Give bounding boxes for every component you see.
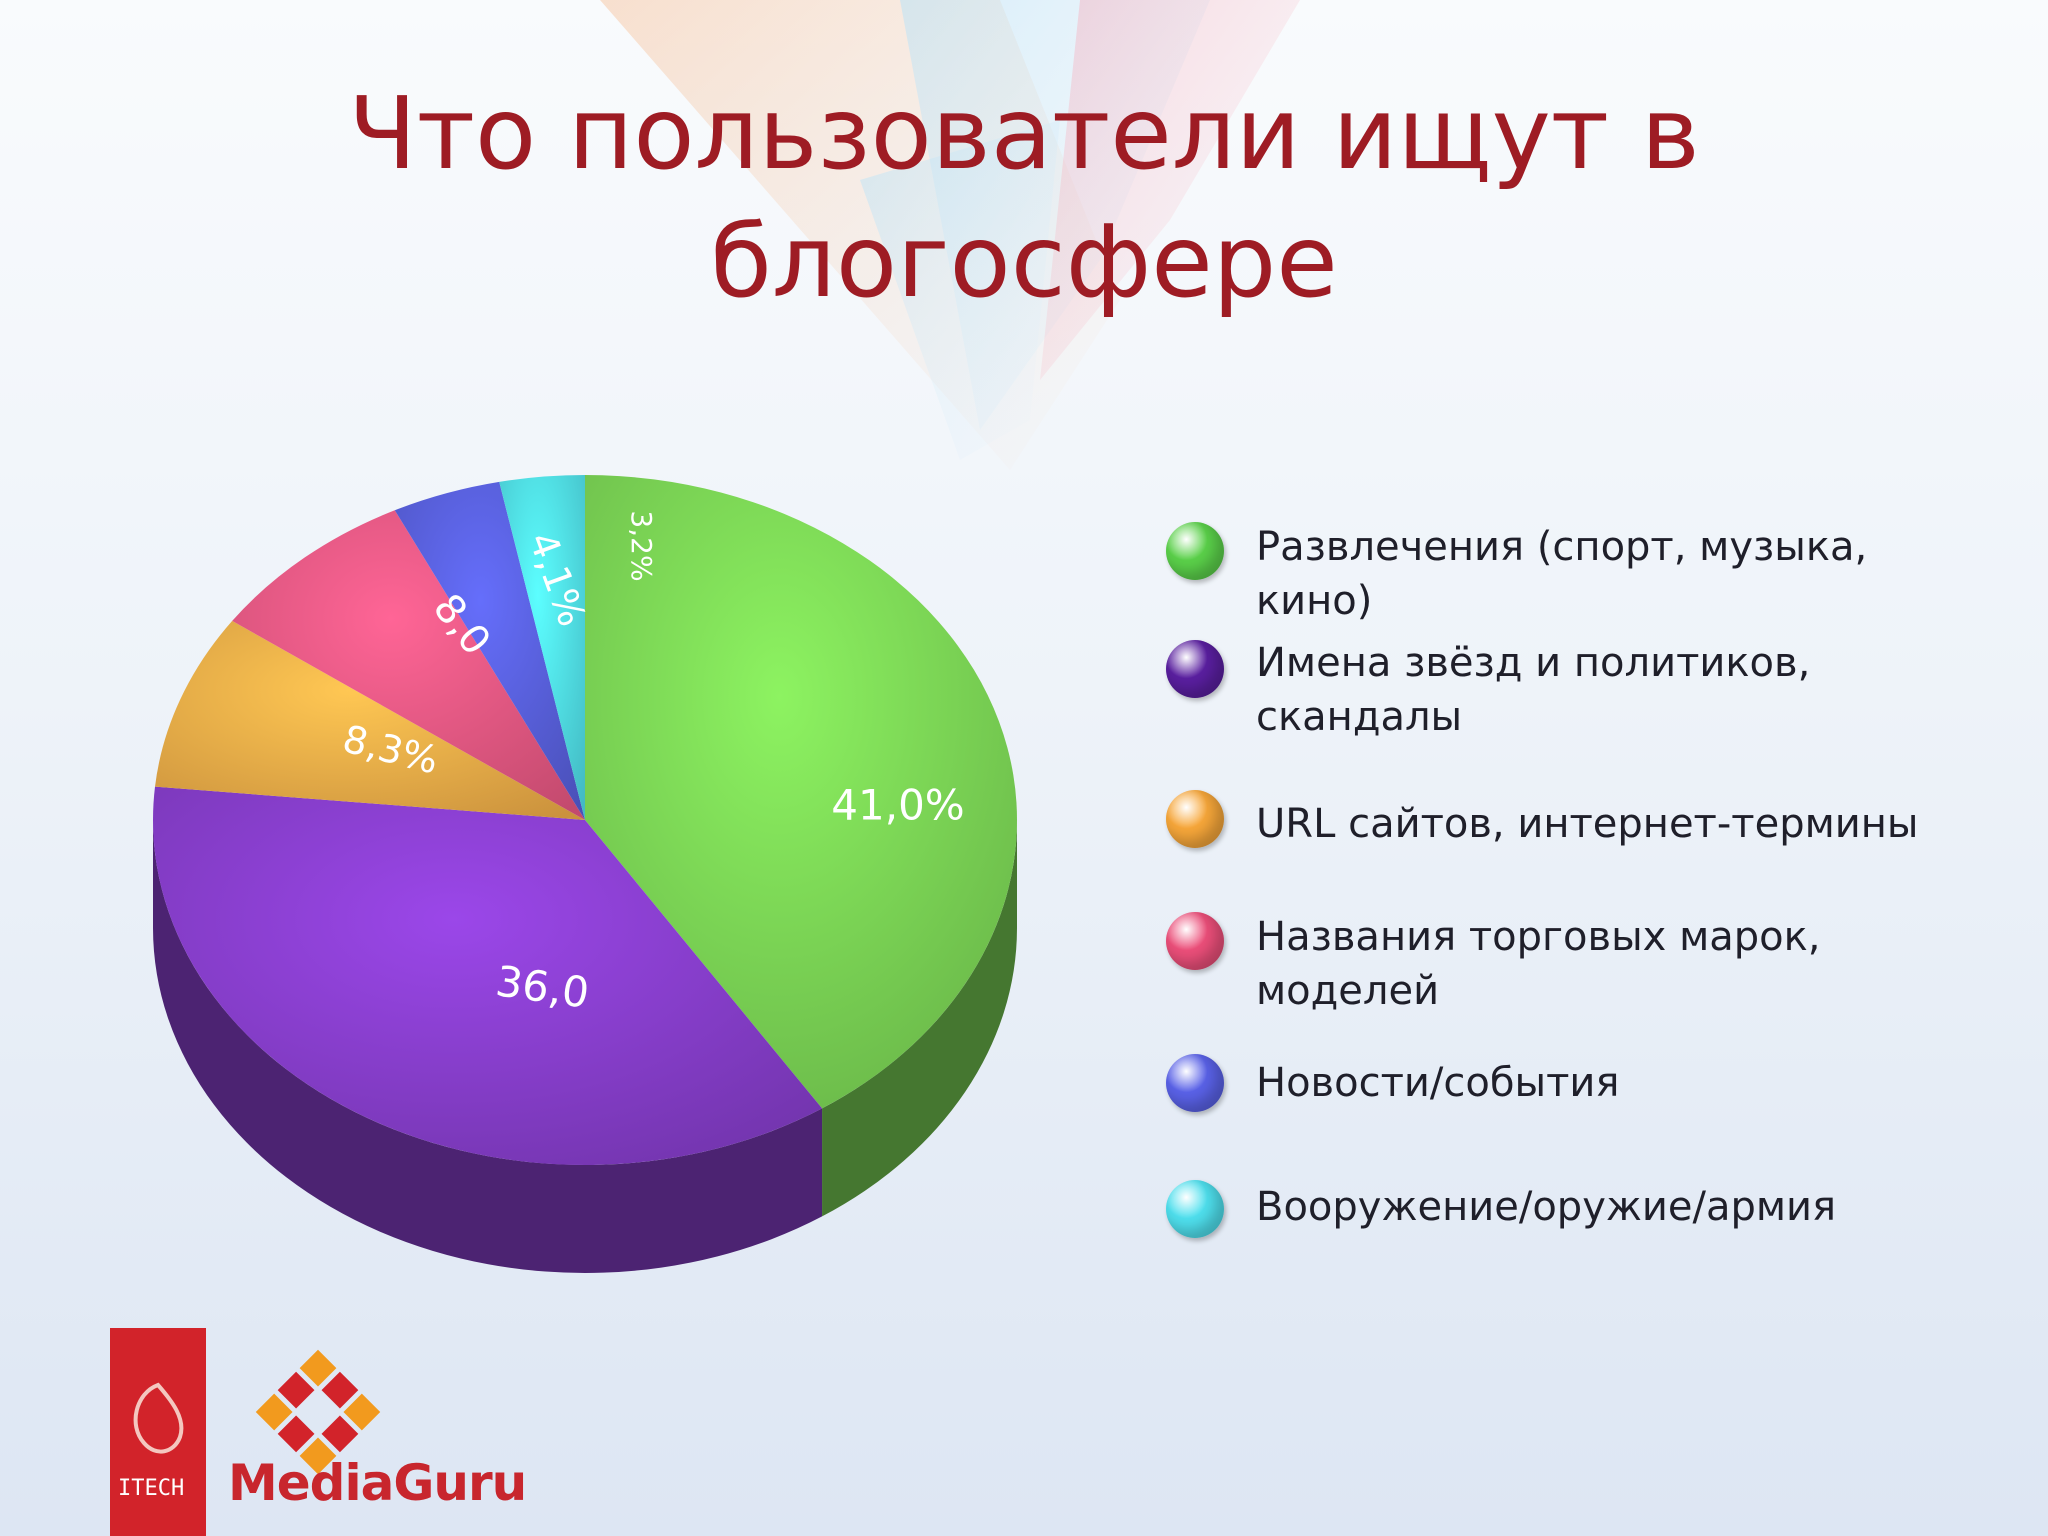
legend-swatch (1166, 1054, 1224, 1112)
legend-label: Развлечения (спорт, музыка, кино) (1256, 524, 1868, 624)
pie-slice-2 (153, 786, 823, 1165)
legend-swatch (1166, 522, 1224, 580)
slide-title-line-2: блогосфере (710, 203, 1338, 320)
itech-logo-icon (133, 1382, 184, 1454)
pie-slice-6 (499, 475, 585, 820)
legend-swatch (1166, 1180, 1224, 1238)
pie-label-1: 41,0% (831, 781, 964, 830)
pie-side-walls (153, 820, 1017, 1273)
itech-logo-text: ITECH (118, 1476, 185, 1501)
slide-title: Что пользователи ищут в блогосфере (0, 70, 2048, 326)
legend-swatch (1166, 912, 1224, 970)
legend-swatch (1166, 640, 1224, 698)
legend-label: Названия торговых марок, моделей (1256, 914, 1821, 1014)
slide-title-line-1: Что пользователи ищут в (348, 75, 1700, 192)
pie-slice-4 (232, 510, 586, 820)
pie-slice-3 (155, 620, 585, 820)
pie-side-1 (822, 820, 1017, 1217)
pie-slice-1 (585, 475, 1018, 1109)
mediaguru-logo-text: MediaGuru (228, 1454, 527, 1512)
pie-slices (153, 475, 1018, 1165)
legend-swatch (1166, 790, 1224, 848)
pie-slice-5 (394, 481, 585, 820)
pie-side-2 (153, 820, 823, 1273)
legend-label: URL сайтов, интернет-термины (1256, 801, 1919, 847)
legend-label: Имена звёзд и политиков, скандалы (1256, 640, 1811, 740)
legend-label: Новости/события (1256, 1060, 1620, 1106)
legend-label: Вооружение/оружие/армия (1256, 1184, 1837, 1230)
itech-logo-block (110, 1328, 206, 1536)
pie-label-6: 3,2% (625, 510, 658, 581)
